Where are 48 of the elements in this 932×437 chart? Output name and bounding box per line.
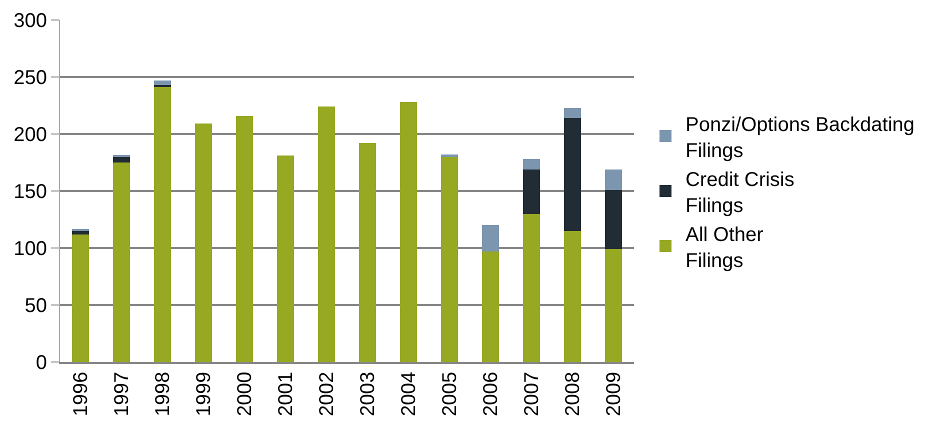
bar [72,234,90,362]
bar [522,169,540,214]
y-tick-label: 50 [24,295,47,317]
bar [194,124,212,362]
bar [564,230,582,362]
x-tick-label: 1996 [70,372,92,416]
bar [522,214,540,362]
bar [112,162,130,362]
bar [72,230,90,234]
x-tick-label: 2004 [398,372,420,416]
bar [154,86,172,362]
bar [564,108,582,118]
legend-label: Credit Crisis Filings [685,168,794,217]
bar [358,143,376,362]
bar [276,156,294,362]
bar [522,159,540,170]
bar [604,190,622,250]
bar [112,156,130,162]
x-tick-label: 2003 [357,372,379,416]
bar [236,116,254,362]
bar [154,80,172,85]
y-tick-label: 0 [36,352,47,374]
x-tick-label: 2007 [521,372,543,416]
x-tick-label: 2001 [275,372,297,416]
x-tick-label: 1998 [152,372,174,416]
y-tick-label: 150 [14,181,47,203]
bar [440,156,458,362]
x-tick-label: 2002 [316,372,338,416]
y-tick-label: 100 [14,238,47,260]
bar [400,102,418,362]
bar [604,249,622,362]
x-tick-label: 2000 [234,372,256,416]
x-tick-label: 2006 [480,372,502,416]
bar [482,225,500,252]
bar [564,118,582,231]
legend-label: All Other Filings [685,224,764,272]
x-tick-label: 1999 [193,372,215,416]
bar [318,106,336,362]
y-tick-label: 250 [14,67,47,89]
bar [482,251,500,362]
x-tick-label: 1997 [111,372,133,416]
x-tick-label: 2005 [439,372,461,416]
legend-label: Ponzi/Options Backdating Filings [685,114,915,162]
x-tick-label: 2008 [562,372,584,416]
y-tick-label: 200 [14,124,47,146]
x-tick-label: 2009 [603,372,625,416]
bar [604,169,622,190]
y-tick-label: 300 [14,10,47,32]
